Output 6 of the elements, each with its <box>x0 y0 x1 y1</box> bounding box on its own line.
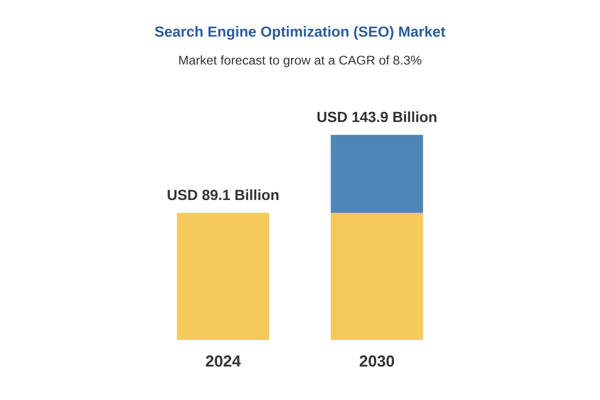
chart-title: Search Engine Optimization (SEO) Market <box>154 26 446 40</box>
total-label: USD 89.1 Billion <box>168 189 278 200</box>
x-tick-label: 2030 <box>360 355 394 367</box>
chart-subtitle: Market forecast to grow at a CAGR of 8.3% <box>179 55 422 68</box>
x-tick-label: 2024 <box>206 355 241 367</box>
total-label: USD 143.9 Billion <box>317 111 436 122</box>
